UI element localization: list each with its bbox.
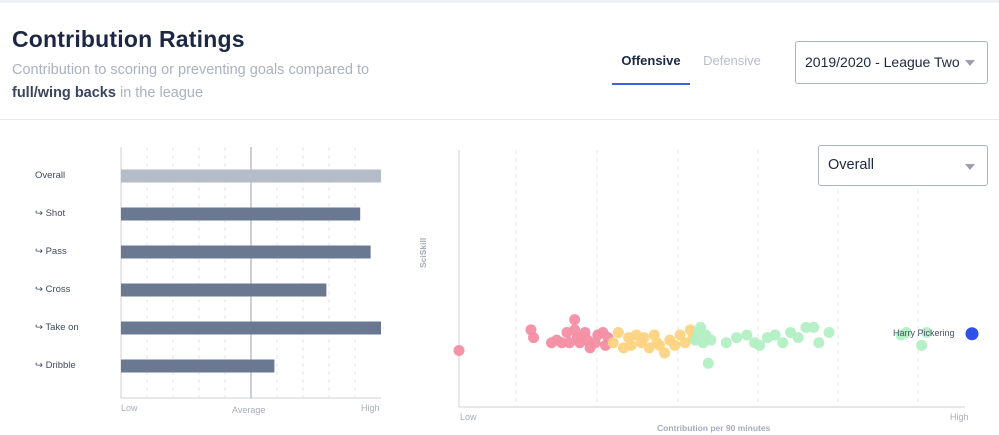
scatter-point-yellow: [638, 332, 650, 344]
scatter-point-highlight: [965, 327, 979, 341]
header: Contribution Ratings Contribution to sco…: [0, 3, 999, 120]
metric-select-value: Overall: [828, 157, 874, 173]
tab-defensive[interactable]: Defensive: [703, 53, 761, 68]
bar-axis-low-label: Low: [121, 403, 138, 413]
top-rule: [0, 0, 999, 3]
scatter-point-green: [921, 326, 933, 338]
chevron-down-icon: [965, 164, 975, 170]
bar-0: [121, 169, 381, 183]
metric-select[interactable]: Overall: [818, 145, 988, 186]
chevron-down-icon: [965, 60, 975, 66]
bar-category-label: ↪ Take on: [35, 322, 79, 333]
scatter-point-green: [916, 339, 928, 351]
bar-1: [121, 207, 361, 221]
bar-2: [121, 245, 371, 259]
subtitle-position-group: full/wing backs: [12, 85, 116, 101]
scatter-point-red: [556, 337, 568, 349]
scatter-point-green: [900, 326, 912, 338]
scatter-point-green: [769, 329, 781, 341]
bar-category-label: ↪ Pass: [35, 246, 67, 257]
bar-axis-high-label: High: [361, 403, 380, 413]
scatter-point-green: [741, 329, 753, 341]
scatter-point-yellow: [607, 337, 619, 349]
bar-5: [121, 359, 275, 373]
scatter-point-green: [777, 337, 789, 349]
page-subtitle: Contribution to scoring or preventing go…: [12, 59, 402, 105]
bar-4: [121, 321, 381, 335]
scatter-point-red: [528, 332, 540, 344]
scatter-x-axis-title: Contribution per 90 minutes: [657, 423, 771, 433]
scatter-point-yellow: [659, 347, 671, 359]
bar-category-label: Overall: [35, 170, 66, 181]
scatter-point-green: [792, 332, 804, 344]
scatter-point-yellow: [669, 339, 681, 351]
bar-category-label: ↪ Dribble: [35, 360, 76, 371]
scatter-point-green: [754, 339, 766, 351]
scatter-point-yellow: [679, 337, 691, 349]
scatter-point-red: [564, 337, 576, 349]
highlight-player-label: Harry Pickering: [893, 327, 955, 338]
scatter-point-yellow: [612, 326, 624, 338]
scatter-axis-high-label: High: [950, 412, 969, 422]
bar-axis-average-label: Average: [232, 405, 266, 415]
scatter-point-green: [785, 326, 797, 338]
scatter-point-red: [453, 344, 465, 356]
scatter-point-red: [569, 314, 581, 326]
scatter-point-green: [695, 321, 707, 333]
subtitle-suffix: in the league: [119, 85, 204, 101]
scatter-point-green: [823, 326, 835, 338]
season-select-value: 2019/2020 - League Two: [805, 54, 960, 70]
bar-3: [121, 283, 327, 297]
scatter-point-green: [705, 334, 717, 346]
scatter-point-yellow: [653, 339, 665, 351]
scatter-point-green: [800, 321, 812, 333]
bar-category-label: ↪ Cross: [35, 284, 71, 295]
tab-offensive[interactable]: Offensive: [612, 53, 690, 85]
scatter-axis-low-label: Low: [460, 412, 477, 422]
scatter-point-green: [720, 337, 732, 349]
scatter-point-yellow: [674, 329, 686, 341]
scatter-point-green: [702, 357, 714, 369]
scatter-point-green: [813, 337, 825, 349]
page-title: Contribution Ratings: [12, 26, 245, 52]
subtitle-text: Contribution to scoring or preventing go…: [12, 62, 370, 78]
scatter-point-green: [731, 332, 743, 344]
scatter-point-yellow: [643, 342, 655, 354]
bar-category-label: ↪ Shot: [35, 208, 66, 219]
scatter-point-yellow: [625, 339, 637, 351]
scatter-point-green: [808, 321, 820, 333]
season-select[interactable]: 2019/2020 - League Two: [795, 41, 988, 84]
